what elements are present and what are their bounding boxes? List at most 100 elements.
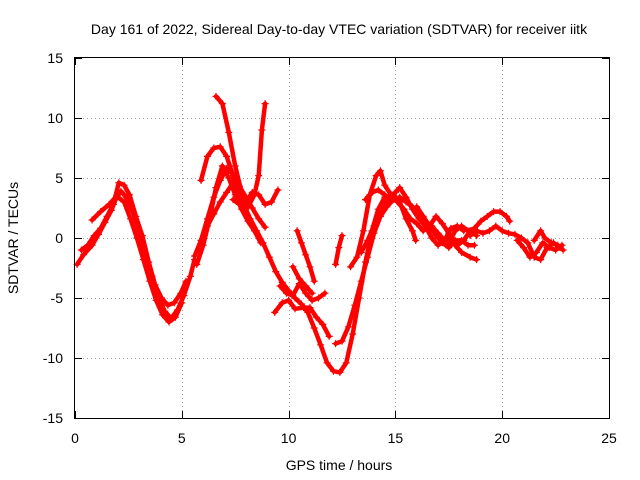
data-point-plus-marker: [88, 216, 96, 224]
data-point-plus-marker: [285, 296, 293, 304]
data-point-plus-marker: [502, 212, 510, 220]
plot-frame: [74, 57, 610, 419]
data-point-plus-marker: [165, 318, 173, 326]
data-point-plus-marker: [133, 234, 141, 242]
data-point-plus-marker: [203, 152, 211, 160]
data-point-plus-marker: [248, 204, 256, 212]
data-point-plus-marker: [532, 248, 540, 256]
data-point-plus-marker: [261, 223, 269, 231]
data-point-plus-marker: [396, 198, 404, 206]
data-point-plus-marker: [197, 176, 205, 184]
x-tick-label: 0: [71, 430, 79, 446]
data-point-plus-marker: [97, 224, 105, 232]
data-point-plus-marker: [244, 217, 252, 225]
data-point-plus-marker: [336, 368, 344, 376]
data-point-plus-marker: [265, 253, 273, 261]
data-point-plus-marker: [419, 212, 427, 220]
data-point-plus-marker: [447, 224, 455, 232]
data-point-plus-marker: [319, 320, 327, 328]
data-point-plus-marker: [492, 222, 500, 230]
data-point-plus-marker: [80, 251, 88, 259]
series-trace: [290, 264, 315, 296]
data-point-plus-marker: [310, 324, 318, 332]
series-trace: [414, 204, 477, 250]
data-point-plus-marker: [77, 246, 85, 254]
data-point-plus-marker: [554, 241, 562, 249]
data-point-plus-marker: [171, 313, 179, 321]
data-point-plus-marker: [445, 239, 453, 247]
data-point-plus-marker: [332, 340, 340, 348]
data-point-plus-marker: [315, 294, 323, 302]
data-point-plus-marker: [541, 234, 549, 242]
series-s13: [293, 227, 318, 285]
data-point-plus-marker: [329, 367, 337, 375]
data-point-plus-marker: [412, 236, 420, 244]
data-point-plus-marker: [402, 215, 410, 223]
data-point-plus-marker: [210, 144, 218, 152]
data-point-plus-marker: [261, 100, 269, 108]
data-point-plus-marker: [250, 227, 258, 235]
data-point-plus-marker: [308, 296, 316, 304]
x-tick-label: 10: [281, 430, 297, 446]
data-point-plus-marker: [342, 359, 350, 367]
data-point-plus-marker: [170, 299, 178, 307]
series-s11: [276, 280, 329, 304]
y-tick-label: 15: [47, 50, 63, 66]
data-point-plus-marker: [432, 212, 440, 220]
series-s22: [513, 236, 566, 261]
series-s6: [197, 143, 250, 213]
data-point-plus-marker: [389, 191, 397, 199]
data-point-plus-marker: [383, 198, 391, 206]
data-point-plus-marker: [338, 337, 346, 345]
data-point-plus-marker: [300, 304, 308, 312]
data-point-plus-marker: [344, 323, 352, 331]
data-point-plus-marker: [376, 167, 384, 175]
x-axis-label: GPS time / hours: [286, 457, 393, 473]
data-point-plus-marker: [255, 191, 263, 199]
chart-title: Day 161 of 2022, Sidereal Day-to-day VTE…: [91, 21, 588, 37]
data-point-plus-marker: [381, 181, 389, 189]
data-point-plus-marker: [490, 208, 498, 216]
data-series-group: [73, 92, 567, 376]
data-point-plus-marker: [199, 241, 207, 249]
data-point-plus-marker: [520, 244, 528, 252]
data-point-plus-marker: [306, 263, 314, 271]
data-point-plus-marker: [413, 203, 421, 211]
data-point-plus-marker: [255, 215, 263, 223]
data-point-plus-marker: [353, 253, 361, 261]
data-point-plus-marker: [238, 188, 246, 196]
data-point-plus-marker: [310, 277, 318, 285]
data-point-plus-marker: [359, 227, 367, 235]
data-point-plus-marker: [402, 193, 410, 201]
data-point-plus-marker: [257, 239, 265, 247]
data-point-plus-marker: [364, 253, 372, 261]
data-point-plus-marker: [193, 260, 201, 268]
data-point-plus-marker: [216, 198, 224, 206]
data-point-plus-marker: [203, 222, 211, 230]
data-point-plus-marker: [505, 229, 513, 237]
data-point-plus-marker: [223, 188, 231, 196]
data-point-plus-marker: [496, 208, 504, 216]
data-point-plus-marker: [466, 253, 474, 261]
data-point-plus-marker: [464, 241, 472, 249]
series-trace: [531, 228, 566, 253]
data-point-plus-marker: [325, 332, 333, 340]
data-point-plus-marker: [231, 162, 239, 170]
data-point-plus-marker: [473, 227, 481, 235]
axis-ticks: [75, 58, 610, 419]
data-point-plus-marker: [408, 227, 416, 235]
data-point-plus-marker: [235, 200, 243, 208]
data-point-plus-marker: [278, 299, 286, 307]
data-point-plus-marker: [396, 184, 404, 192]
data-point-plus-marker: [413, 220, 421, 228]
data-point-plus-marker: [164, 301, 172, 309]
data-point-plus-marker: [125, 191, 133, 199]
data-point-plus-marker: [473, 256, 481, 264]
data-point-plus-marker: [349, 330, 357, 338]
data-point-plus-marker: [408, 205, 416, 213]
data-point-plus-marker: [289, 292, 297, 300]
data-point-plus-marker: [182, 277, 190, 285]
data-point-plus-marker: [524, 239, 532, 247]
data-point-plus-marker: [306, 304, 314, 312]
